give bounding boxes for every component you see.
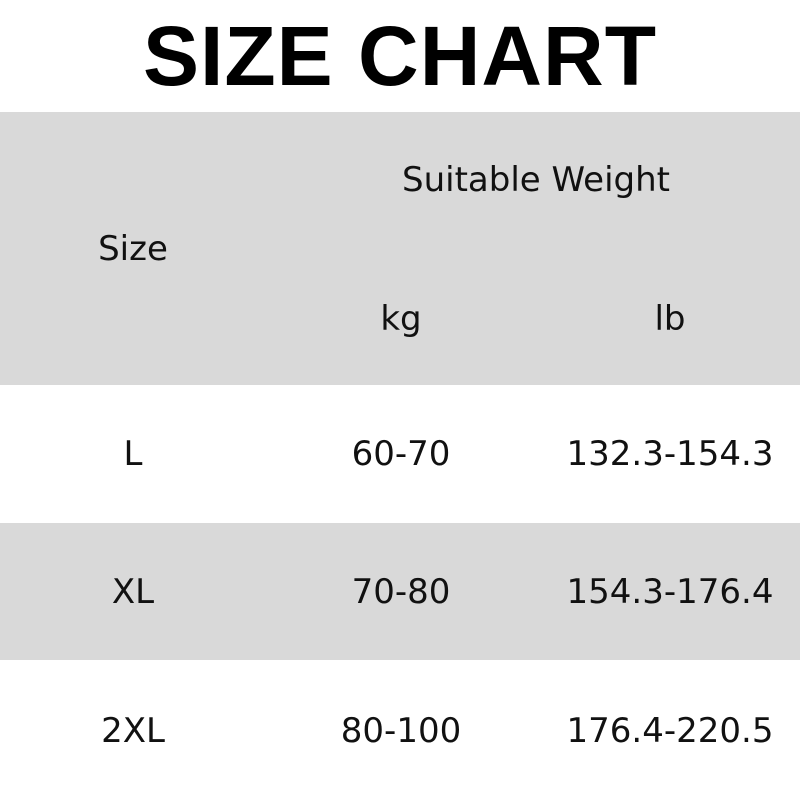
cell-size: L [123,434,143,474]
header-lb: lb [654,299,686,339]
header-suitable-weight: Suitable Weight [402,160,670,200]
table-row: L 60-70 132.3-154.3 [0,385,800,523]
cell-kg: 60-70 [351,434,451,474]
cell-size: XL [111,572,155,612]
header-size: Size [98,229,168,269]
cell-size: 2XL [101,711,165,751]
cell-lb: 176.4-220.5 [566,711,774,751]
cell-lb: 154.3-176.4 [566,572,774,612]
table-row: XL 70-80 154.3-176.4 [0,523,800,660]
header-kg: kg [380,299,422,339]
table-row: 2XL 80-100 176.4-220.5 [0,660,800,800]
page-title: SIZE CHART [143,8,657,103]
cell-lb: 132.3-154.3 [566,434,774,474]
table-header: Size Suitable Weight kg lb [0,112,800,385]
cell-kg: 70-80 [351,572,451,612]
cell-kg: 80-100 [340,711,462,751]
